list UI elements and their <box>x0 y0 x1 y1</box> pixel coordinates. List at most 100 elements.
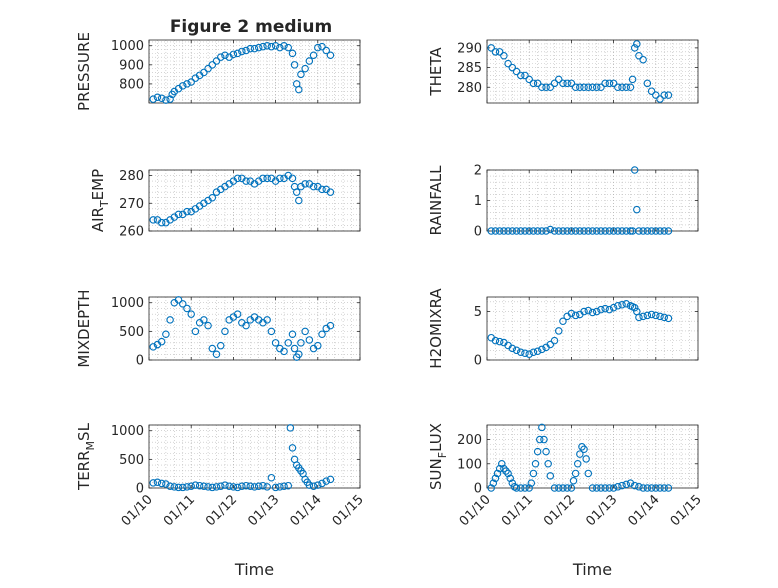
data-point <box>263 316 271 324</box>
data-point <box>208 193 217 202</box>
data-point <box>609 227 618 235</box>
data-point <box>538 227 546 235</box>
data-point <box>309 182 318 191</box>
data-point <box>290 344 299 353</box>
data-point <box>242 321 250 330</box>
data-point <box>597 484 605 492</box>
y-tick-label: 280 <box>119 169 144 184</box>
figure-title: Figure 2 medium <box>170 17 332 37</box>
data-point <box>628 75 637 84</box>
data-point <box>297 70 305 79</box>
data-point <box>643 311 652 320</box>
data-point <box>259 174 267 183</box>
data-point <box>179 483 187 492</box>
data-point <box>183 483 191 491</box>
data-point <box>609 303 618 312</box>
y-tick-label: 0 <box>136 354 144 369</box>
data-point <box>652 91 660 99</box>
data-point <box>635 51 643 60</box>
data-point <box>512 67 521 76</box>
data-point <box>187 310 195 318</box>
data-point <box>290 61 299 69</box>
data-point <box>286 424 295 432</box>
y-tick-label: 260 <box>119 225 144 240</box>
data-point <box>491 474 500 483</box>
data-point <box>297 339 305 347</box>
y-tick-label: 900 <box>119 58 144 73</box>
data-point <box>254 43 263 52</box>
data-point <box>580 227 588 235</box>
data-point <box>592 307 601 316</box>
data-point <box>263 41 271 50</box>
data-point <box>592 83 601 92</box>
y-tick-label: 500 <box>119 453 144 468</box>
data-point <box>276 483 284 491</box>
data-point <box>318 330 326 338</box>
data-point <box>254 482 263 491</box>
data-point <box>656 484 664 492</box>
data-point <box>578 443 586 451</box>
data-point <box>495 464 504 473</box>
data-point <box>605 227 614 235</box>
data-point <box>195 481 204 490</box>
data-point <box>183 207 191 216</box>
data-point <box>200 316 208 324</box>
data-point <box>204 64 212 73</box>
data-point <box>630 44 639 52</box>
data-point <box>179 300 187 308</box>
data-point <box>250 44 259 53</box>
subplot-4: 0 1 2 RAINFALL <box>427 164 699 240</box>
data-point <box>259 42 267 51</box>
data-point <box>288 174 297 183</box>
data-point <box>221 51 229 60</box>
data-point <box>179 82 187 90</box>
x-axis-label: Time <box>572 560 612 579</box>
data-point <box>280 482 288 491</box>
data-point <box>491 336 500 345</box>
data-point <box>174 210 183 219</box>
data-point <box>584 306 593 315</box>
data-point <box>588 227 597 235</box>
data-point <box>517 71 525 80</box>
data-point <box>288 444 297 452</box>
data-point <box>652 311 660 320</box>
data-point <box>538 345 546 354</box>
series-1 <box>149 424 335 492</box>
data-point <box>639 312 647 321</box>
data-point <box>318 42 326 51</box>
data-point <box>605 305 614 314</box>
x-axis-label: Time <box>234 560 274 579</box>
data-point <box>618 83 626 92</box>
y-axis-label: RAINFALL <box>427 165 445 236</box>
data-point <box>614 301 622 310</box>
data-point <box>656 95 664 103</box>
subplot-6: 0 5 H2OMIXRA <box>427 288 699 369</box>
data-point <box>529 469 538 478</box>
data-point <box>544 460 552 468</box>
data-point <box>569 476 578 485</box>
y-tick-label: 0 <box>474 225 482 240</box>
data-point <box>635 313 643 322</box>
data-point <box>664 314 673 323</box>
data-point <box>187 482 195 491</box>
data-point <box>157 337 166 346</box>
data-point <box>643 79 652 88</box>
data-point <box>626 227 635 235</box>
data-point <box>542 447 550 456</box>
plot-area <box>487 425 698 488</box>
data-point <box>322 46 330 55</box>
plot-area <box>149 170 360 231</box>
y-tick-label: 100 <box>457 457 482 472</box>
data-point <box>212 483 221 491</box>
data-point <box>208 483 217 492</box>
data-point <box>326 475 335 484</box>
data-point <box>597 83 605 92</box>
data-point <box>284 339 293 347</box>
data-point <box>605 484 614 492</box>
data-point <box>652 484 660 492</box>
data-point <box>153 478 162 487</box>
data-point <box>639 227 647 235</box>
data-point <box>584 83 593 92</box>
data-point <box>588 308 597 317</box>
data-point <box>626 83 635 92</box>
